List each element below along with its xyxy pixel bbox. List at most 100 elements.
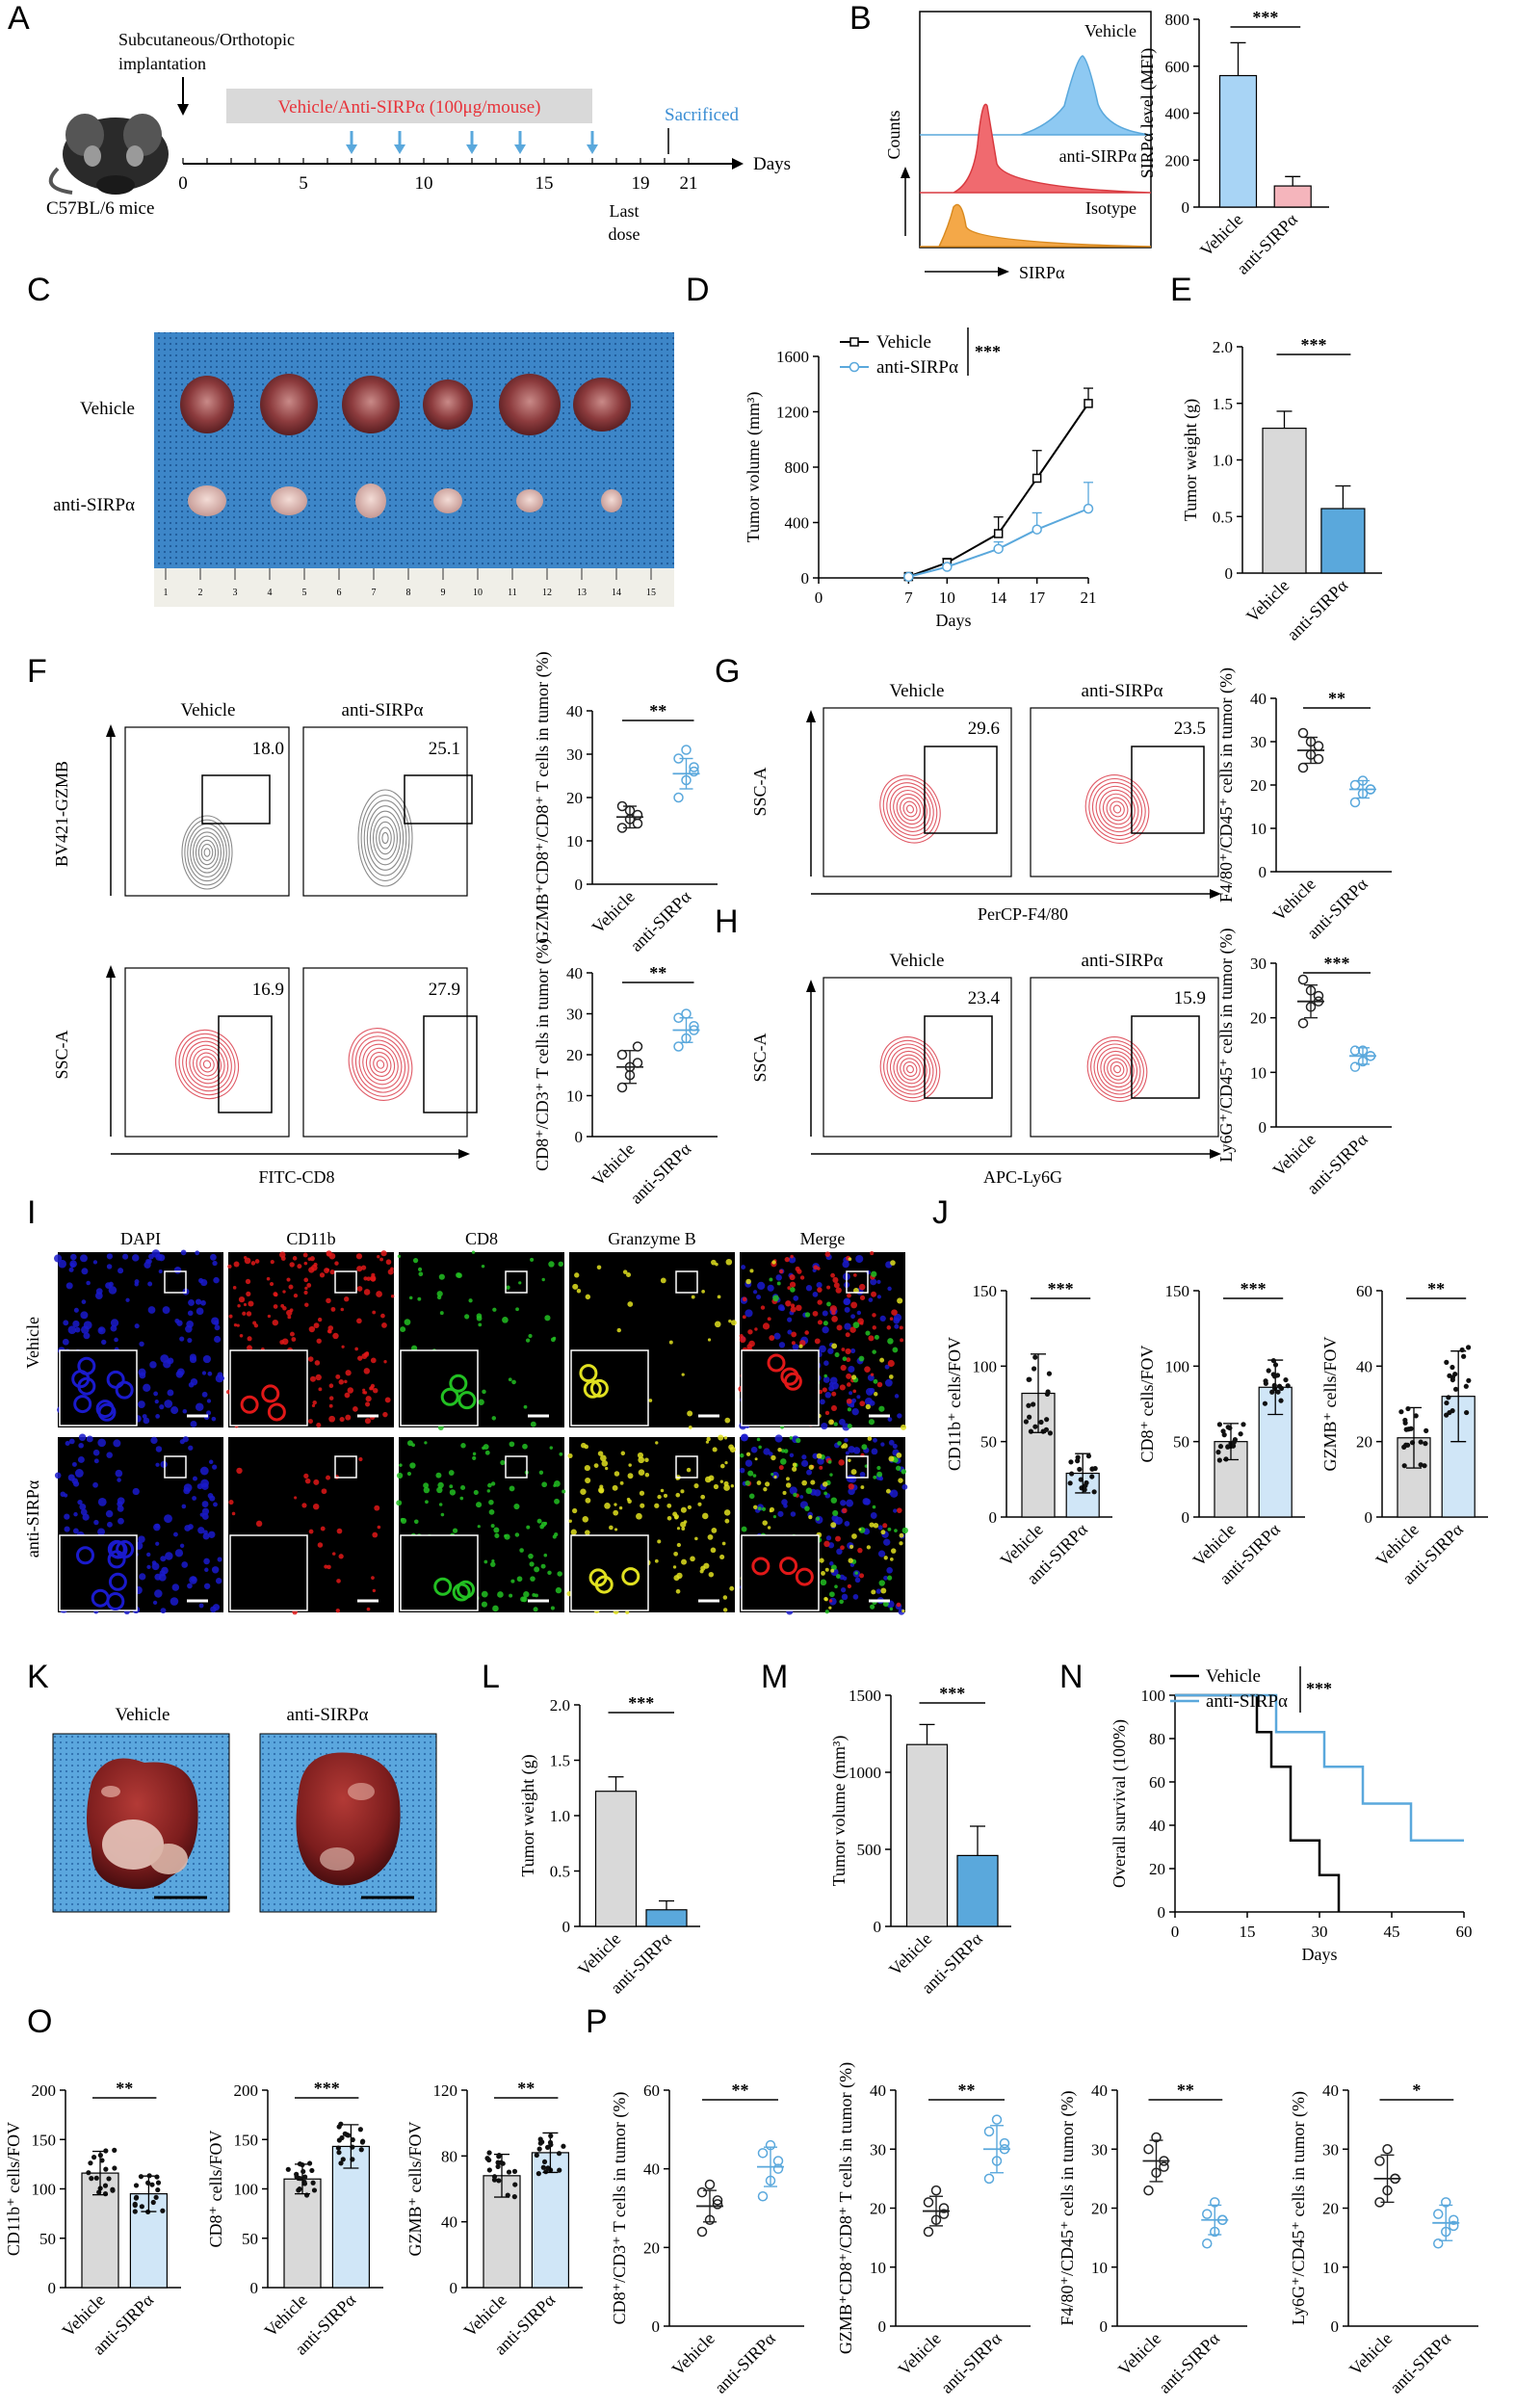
cell-signal <box>840 1364 847 1372</box>
cell-signal <box>844 1322 851 1330</box>
y-tick-label: 200 <box>1165 151 1190 170</box>
y-tick-label: 100 <box>973 1357 998 1375</box>
data-point <box>93 2175 99 2181</box>
panel-letter-d: D <box>686 272 710 308</box>
data-point <box>757 2191 769 2202</box>
cell-signal <box>767 1284 774 1292</box>
cell-signal <box>676 1542 682 1548</box>
cell-signal <box>110 1319 119 1327</box>
cell-signal <box>749 1269 754 1273</box>
day-label: 19 <box>632 173 650 194</box>
cell-signal <box>370 1357 377 1364</box>
cell-signal <box>711 1259 717 1266</box>
cell-signal <box>706 1436 711 1442</box>
bar <box>905 1743 949 1927</box>
cell-signal <box>316 1423 322 1428</box>
cell-signal <box>211 1566 220 1574</box>
cell-signal <box>657 1539 662 1544</box>
cell-signal <box>188 1445 194 1451</box>
cell-signal <box>847 1407 851 1412</box>
liver-vehicle <box>87 1758 198 1890</box>
h-gate-vehicle <box>924 1015 993 1099</box>
data-point <box>311 2187 318 2193</box>
cell-signal <box>663 1493 668 1498</box>
inset-cell <box>108 1572 127 1591</box>
cell-signal <box>858 1528 862 1531</box>
cell-signal <box>425 1500 429 1505</box>
data-point <box>86 2170 91 2176</box>
contour-ring <box>366 805 405 871</box>
cell-signal <box>481 1590 488 1598</box>
cell-signal <box>776 1281 781 1286</box>
cell-signal <box>831 1343 838 1349</box>
cell-signal <box>858 1283 866 1291</box>
data-point <box>1202 2238 1213 2249</box>
cell-signal <box>399 1463 403 1467</box>
cell-signal <box>459 1496 464 1501</box>
cell-signal <box>789 1281 797 1288</box>
cell-signal <box>396 1500 403 1506</box>
cell-signal <box>740 1433 748 1442</box>
cell-signal <box>239 1334 244 1338</box>
data-point <box>1285 1383 1291 1389</box>
cell-signal <box>231 1511 236 1516</box>
cell-signal <box>855 1254 864 1264</box>
panel-b: B Vehicle anti-SIRPα Isotype Counts SIRP… <box>849 0 1329 282</box>
data-point <box>548 2133 554 2139</box>
cell-signal <box>289 1308 294 1313</box>
cell-signal <box>879 1357 885 1363</box>
data-point <box>1272 1362 1279 1368</box>
inset-cell <box>433 1577 453 1596</box>
g-gate-vehicle <box>924 746 998 834</box>
cell-signal <box>767 1317 771 1322</box>
cell-signal <box>338 1554 344 1559</box>
data-point <box>298 2176 303 2182</box>
cell-signal <box>861 1444 868 1451</box>
bar <box>594 1791 638 1927</box>
cell-signal <box>543 1553 548 1557</box>
cell-signal <box>717 1295 721 1299</box>
g-gate-anti <box>1131 746 1205 834</box>
category-label: anti-SIRPα <box>1283 575 1351 643</box>
y-tick-label: 0.5 <box>1213 508 1233 526</box>
cell-signal <box>722 1595 728 1600</box>
cell-signal <box>438 1273 445 1280</box>
category-label: anti-SIRPα <box>626 1139 694 1207</box>
y-tick-label: 0 <box>450 2279 458 2297</box>
data-point <box>1031 1401 1036 1407</box>
cell-signal <box>894 1323 900 1329</box>
contour-ring <box>365 1047 396 1082</box>
data-point <box>350 2136 355 2143</box>
data-point <box>336 2137 342 2143</box>
cell-signal <box>654 1558 659 1563</box>
roi-box <box>675 1455 698 1479</box>
data-point <box>506 2169 512 2175</box>
cell-signal <box>868 1297 874 1302</box>
cell-signal <box>538 1470 544 1475</box>
y-tick-label: 400 <box>1165 105 1190 123</box>
i-row-vehicle: Vehicle <box>23 1317 42 1369</box>
cell-signal <box>711 1528 718 1533</box>
cell-signal <box>336 1579 341 1584</box>
cell-signal <box>170 1597 179 1606</box>
cell-signal <box>71 1461 77 1467</box>
data-point <box>1143 2185 1154 2196</box>
cell-signal <box>872 1349 876 1354</box>
contour-ring <box>902 1061 918 1077</box>
inset-box <box>570 1349 649 1426</box>
cell-signal <box>808 1464 814 1470</box>
cell-signal <box>891 1309 898 1316</box>
y-tick-label: 150 <box>1165 1282 1190 1300</box>
cell-signal <box>69 1262 75 1268</box>
f-col-vehicle: Vehicle <box>181 700 236 720</box>
cell-signal <box>835 1574 841 1579</box>
g-value-vehicle: 29.6 <box>968 719 1000 739</box>
cell-signal <box>897 1413 902 1419</box>
y-tick-label: 1200 <box>776 404 809 422</box>
k-col-anti-sirpa: anti-SIRPα <box>287 1705 369 1725</box>
data-point <box>106 2176 112 2182</box>
cell-signal <box>834 1516 843 1526</box>
cell-signal <box>779 1306 786 1312</box>
cell-signal <box>491 1559 495 1563</box>
